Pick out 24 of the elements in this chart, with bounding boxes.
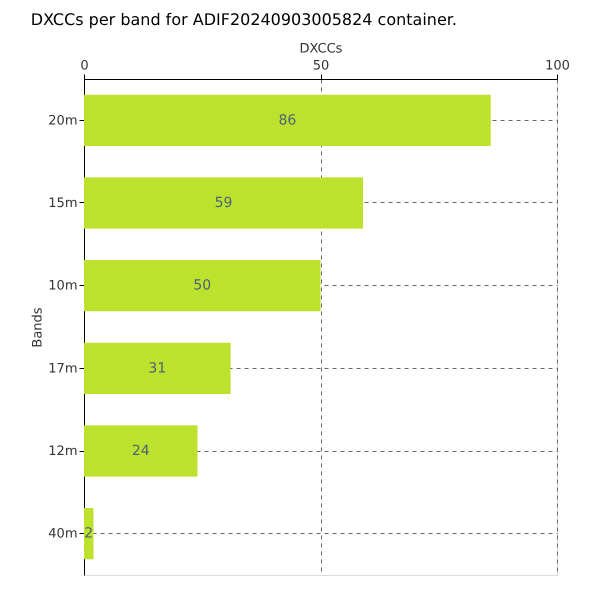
data-label: 86 xyxy=(278,112,296,128)
bar xyxy=(84,425,198,477)
y-tick-label: 12m xyxy=(48,444,78,459)
x-axis-title: DXCCs xyxy=(300,42,343,56)
y-tick-label: 40m xyxy=(48,526,78,542)
y-tick-label: 20m xyxy=(48,113,78,128)
bar xyxy=(84,94,491,146)
data-label: 50 xyxy=(193,278,212,294)
bar xyxy=(84,342,231,394)
bar xyxy=(84,177,364,229)
chart-title: DXCCs per band for ADIF20240903005824 container. xyxy=(30,10,457,29)
x-tick-label: 50 xyxy=(312,58,330,74)
bar xyxy=(84,260,320,312)
data-label: 31 xyxy=(148,360,166,376)
y-tick-label: 15m xyxy=(48,196,78,211)
bar xyxy=(84,508,94,560)
y-tick-label: 17m xyxy=(48,361,78,376)
data-label: 2 xyxy=(84,526,94,542)
y-axis-title: Bands xyxy=(30,307,46,348)
data-label: 24 xyxy=(132,443,150,459)
y-tick-label: 10m xyxy=(48,278,78,294)
data-label: 59 xyxy=(214,195,232,211)
x-tick-label: 100 xyxy=(545,58,570,74)
x-tick-label: 0 xyxy=(80,58,89,74)
